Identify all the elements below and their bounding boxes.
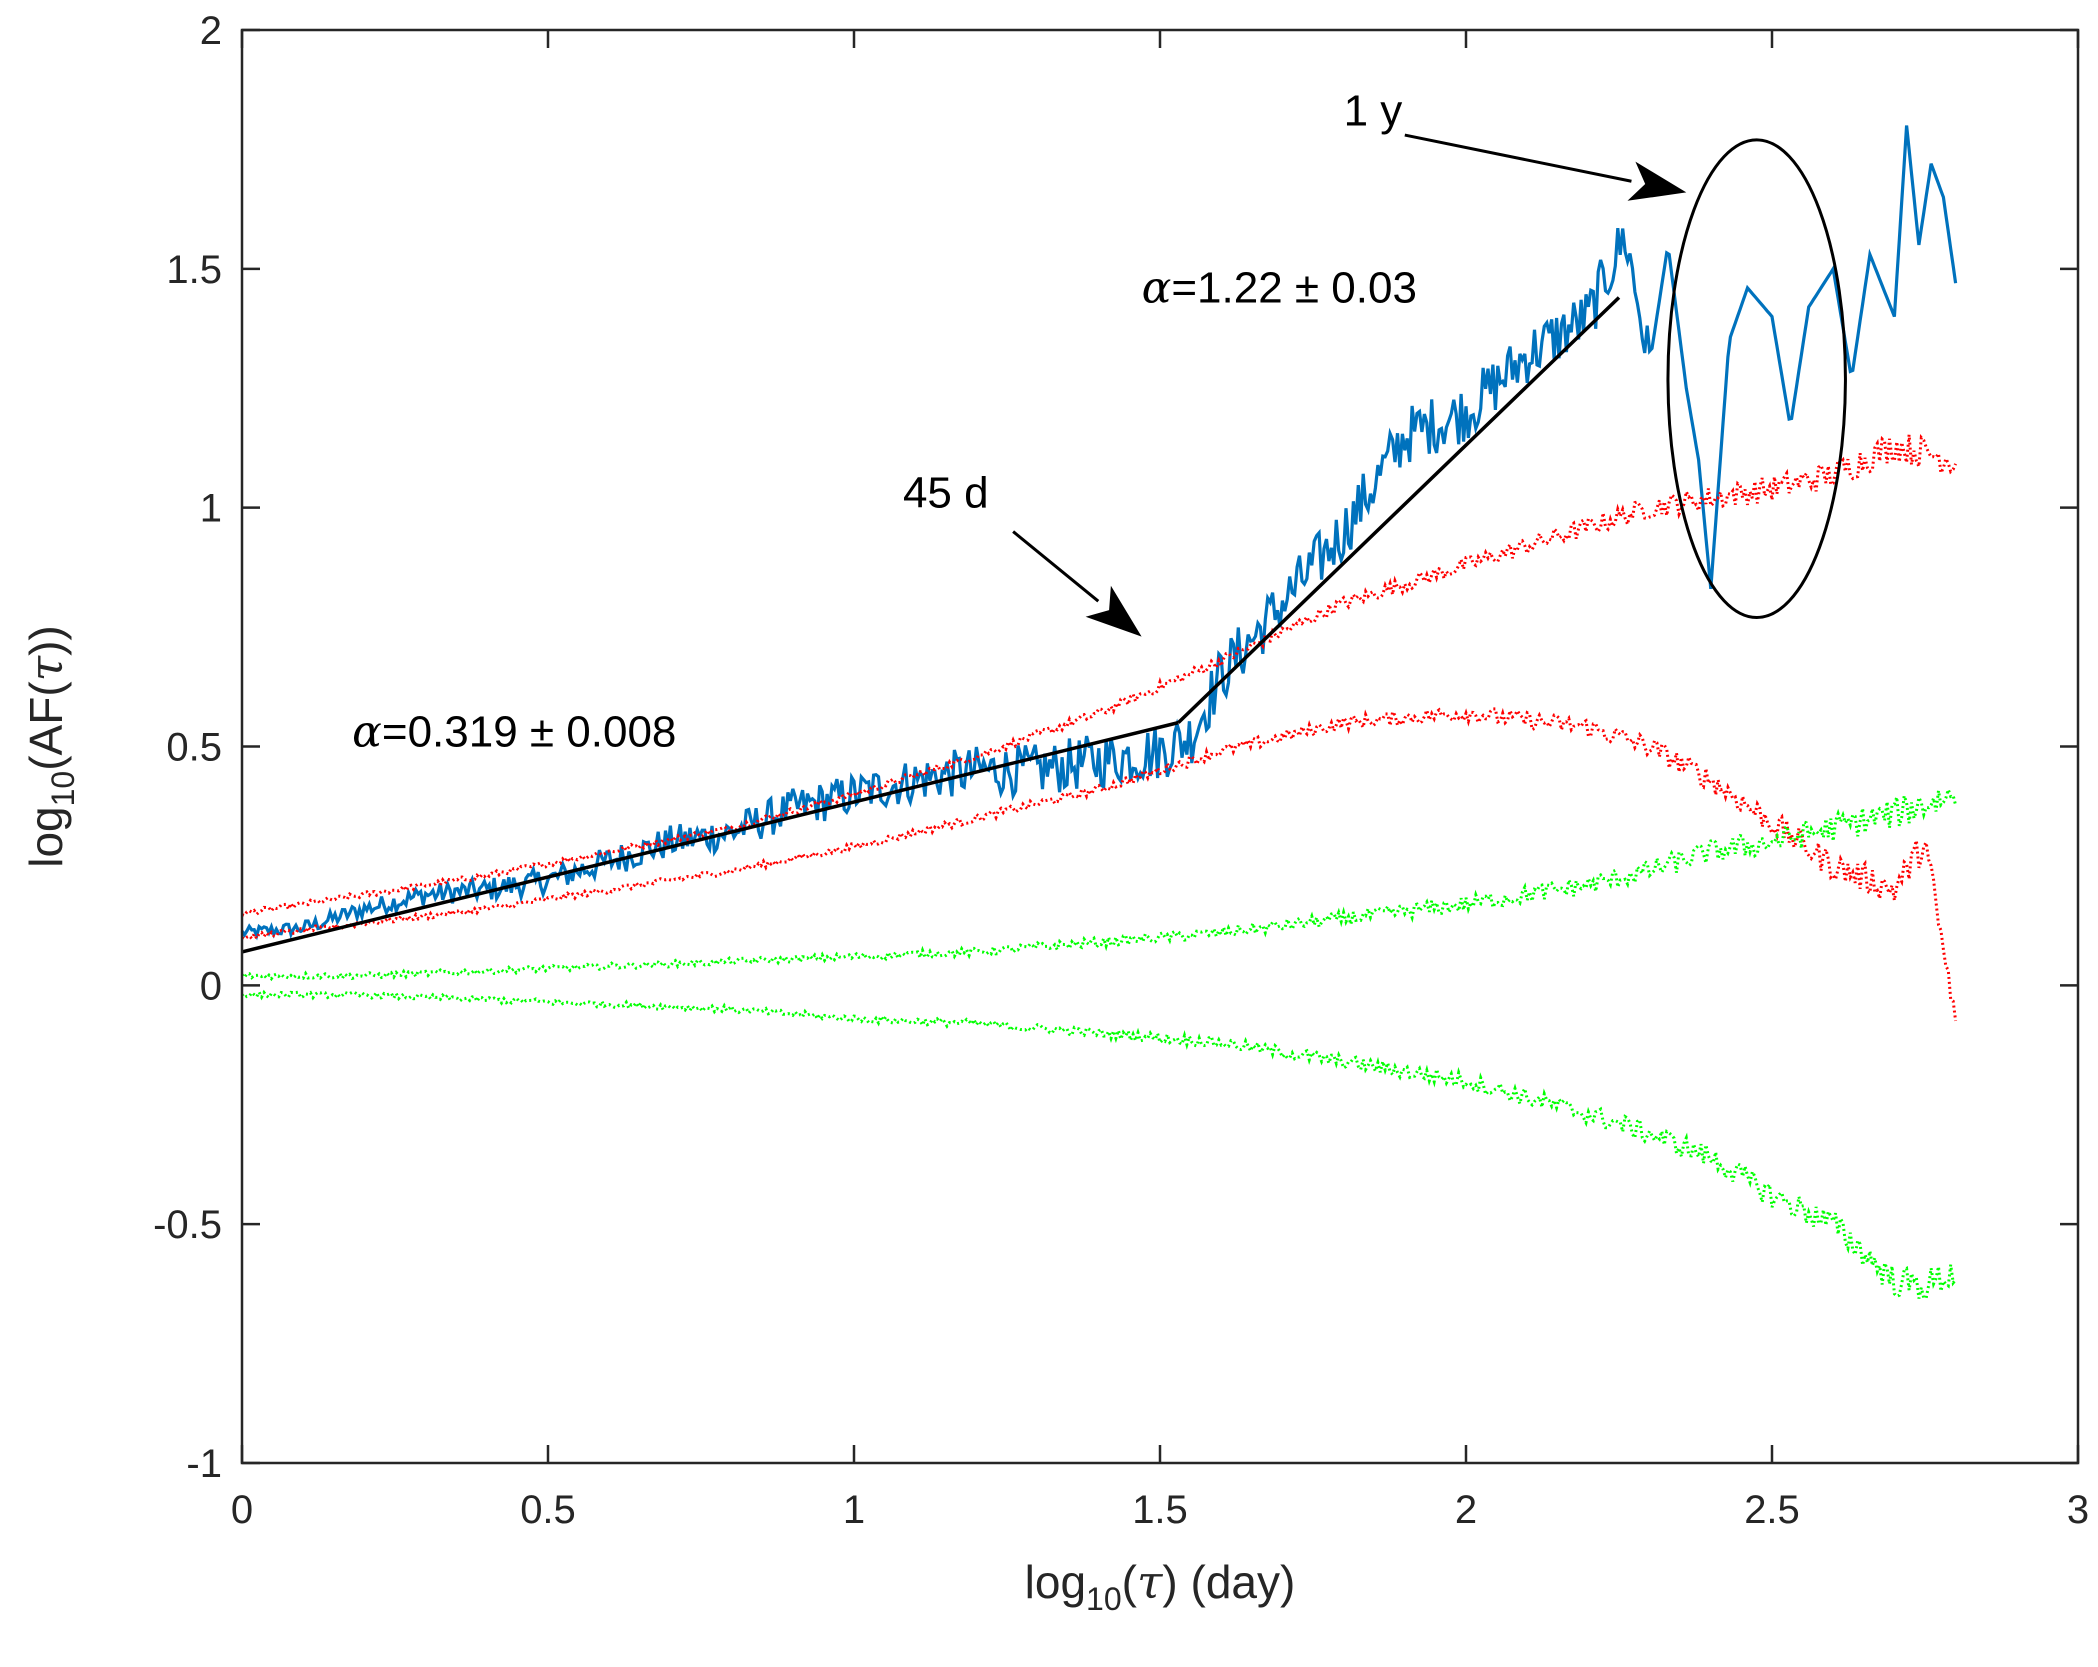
plot-series [240,125,1958,1300]
annotation-alpha-long: α=1.22 ± 0.03 [1142,262,1417,313]
x-tick-label: 1 [843,1488,865,1532]
x-tick-label: 2 [1455,1488,1477,1532]
annotation-45d: 45 d [903,469,989,518]
x-tick-label: 1.5 [1132,1488,1188,1532]
annotation-alpha-short: α=0.319 ± 0.008 [352,707,676,758]
arrow-45d-shaft [1012,530,1100,603]
series-red-lower-bound [241,705,1958,1022]
x-tick-label: 0.5 [520,1488,576,1532]
x-tick-label: 0 [231,1488,253,1532]
x-ticks: 0 0.5 1 1.5 2 2.5 3 [231,30,2089,1532]
y-ticks: -1 -0.5 0 0.5 1 1.5 2 [153,9,2078,1486]
arrow-45d-head [1085,585,1142,637]
y-axis-label: log10(AF(τ)) [19,625,81,868]
y-tick-label: 1 [200,487,222,531]
fit-long [1177,296,1621,724]
y-tick-label: 0 [200,964,222,1008]
y-tick-label: 2 [200,9,222,53]
y-tick-label: 1.5 [166,248,222,292]
annotation-1y: 1 y [1344,87,1403,136]
series-green-upper-bound [240,784,1958,982]
y-tick-label: 0.5 [166,726,222,770]
y-tick-label: -1 [186,1442,222,1486]
fit-short [241,720,1179,954]
x-axis-label: log10(τ) (day) [1025,1555,1296,1617]
annotations: α=0.319 ± 0.008 α=1.22 ± 0.03 45 d 1 y [352,87,1417,758]
x-tick-label: 2.5 [1744,1488,1800,1532]
y-tick-label: -0.5 [153,1203,222,1247]
arrow-1y-head [1627,161,1687,201]
x-tick-label: 3 [2067,1488,2089,1532]
arrow-1y-shaft [1404,133,1632,183]
fit-lines [241,133,1847,954]
annual-ellipse [1666,138,1847,620]
series-measured-AF [240,125,1958,941]
series-green-lower-bound [240,988,1957,1300]
